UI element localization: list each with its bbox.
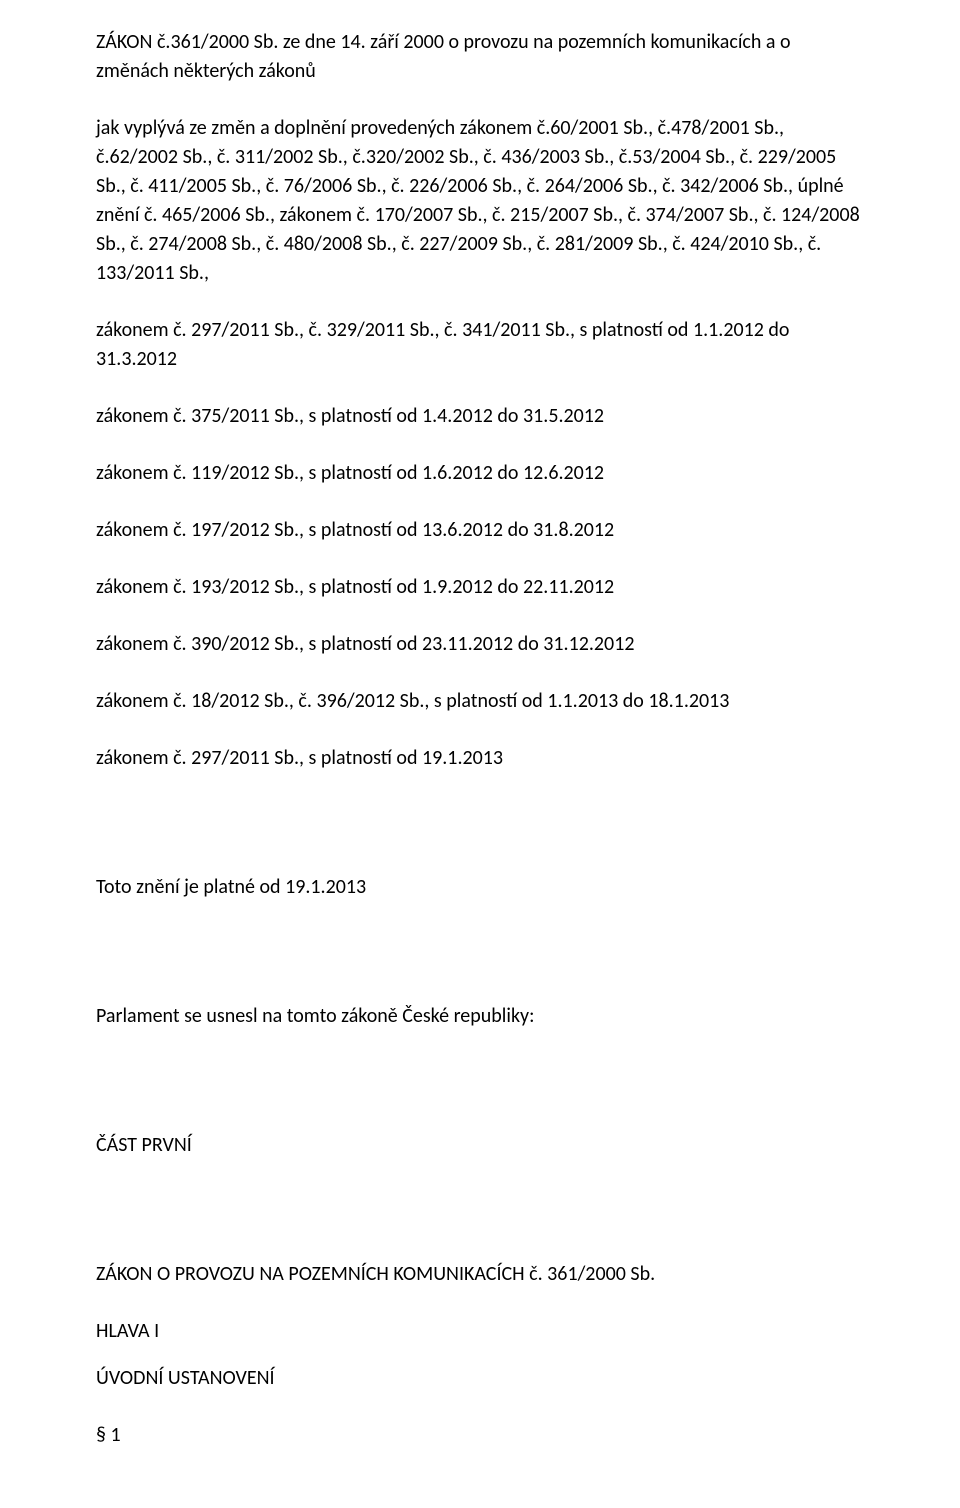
title-paragraph: ZÁKON č.361/2000 Sb. ze dne 14. září 200… [96,28,864,86]
spacer [96,930,864,1002]
spacer [96,1188,864,1260]
spacer [96,1059,864,1131]
amendments-paragraph: jak vyplývá ze změn a doplnění provedený… [96,114,864,288]
parliament-line: Parlament se usnesl na tomto zákoně Česk… [96,1002,864,1031]
amendment-line: zákonem č. 119/2012 Sb., s platností od … [96,459,864,488]
validity-line: Toto znění je platné od 19.1.2013 [96,873,864,902]
amendment-line: zákonem č. 297/2011 Sb., s platností od … [96,744,864,773]
amendment-line: zákonem č. 18/2012 Sb., č. 396/2012 Sb.,… [96,687,864,716]
spacer [96,801,864,873]
amendment-line: zákonem č. 297/2011 Sb., č. 329/2011 Sb.… [96,316,864,374]
amendment-line: zákonem č. 197/2012 Sb., s platností od … [96,516,864,545]
chapter-heading: HLAVA I [96,1317,864,1346]
law-title: ZÁKON O PROVOZU NA POZEMNÍCH KOMUNIKACÍC… [96,1260,864,1289]
section-heading: ÚVODNÍ USTANOVENÍ [96,1364,864,1393]
amendment-line: zákonem č. 375/2011 Sb., s platností od … [96,402,864,431]
part-heading: ČÁST PRVNÍ [96,1131,864,1160]
paragraph-number: § 1 [96,1421,864,1450]
amendment-line: zákonem č. 193/2012 Sb., s platností od … [96,573,864,602]
amendment-line: zákonem č. 390/2012 Sb., s platností od … [96,630,864,659]
